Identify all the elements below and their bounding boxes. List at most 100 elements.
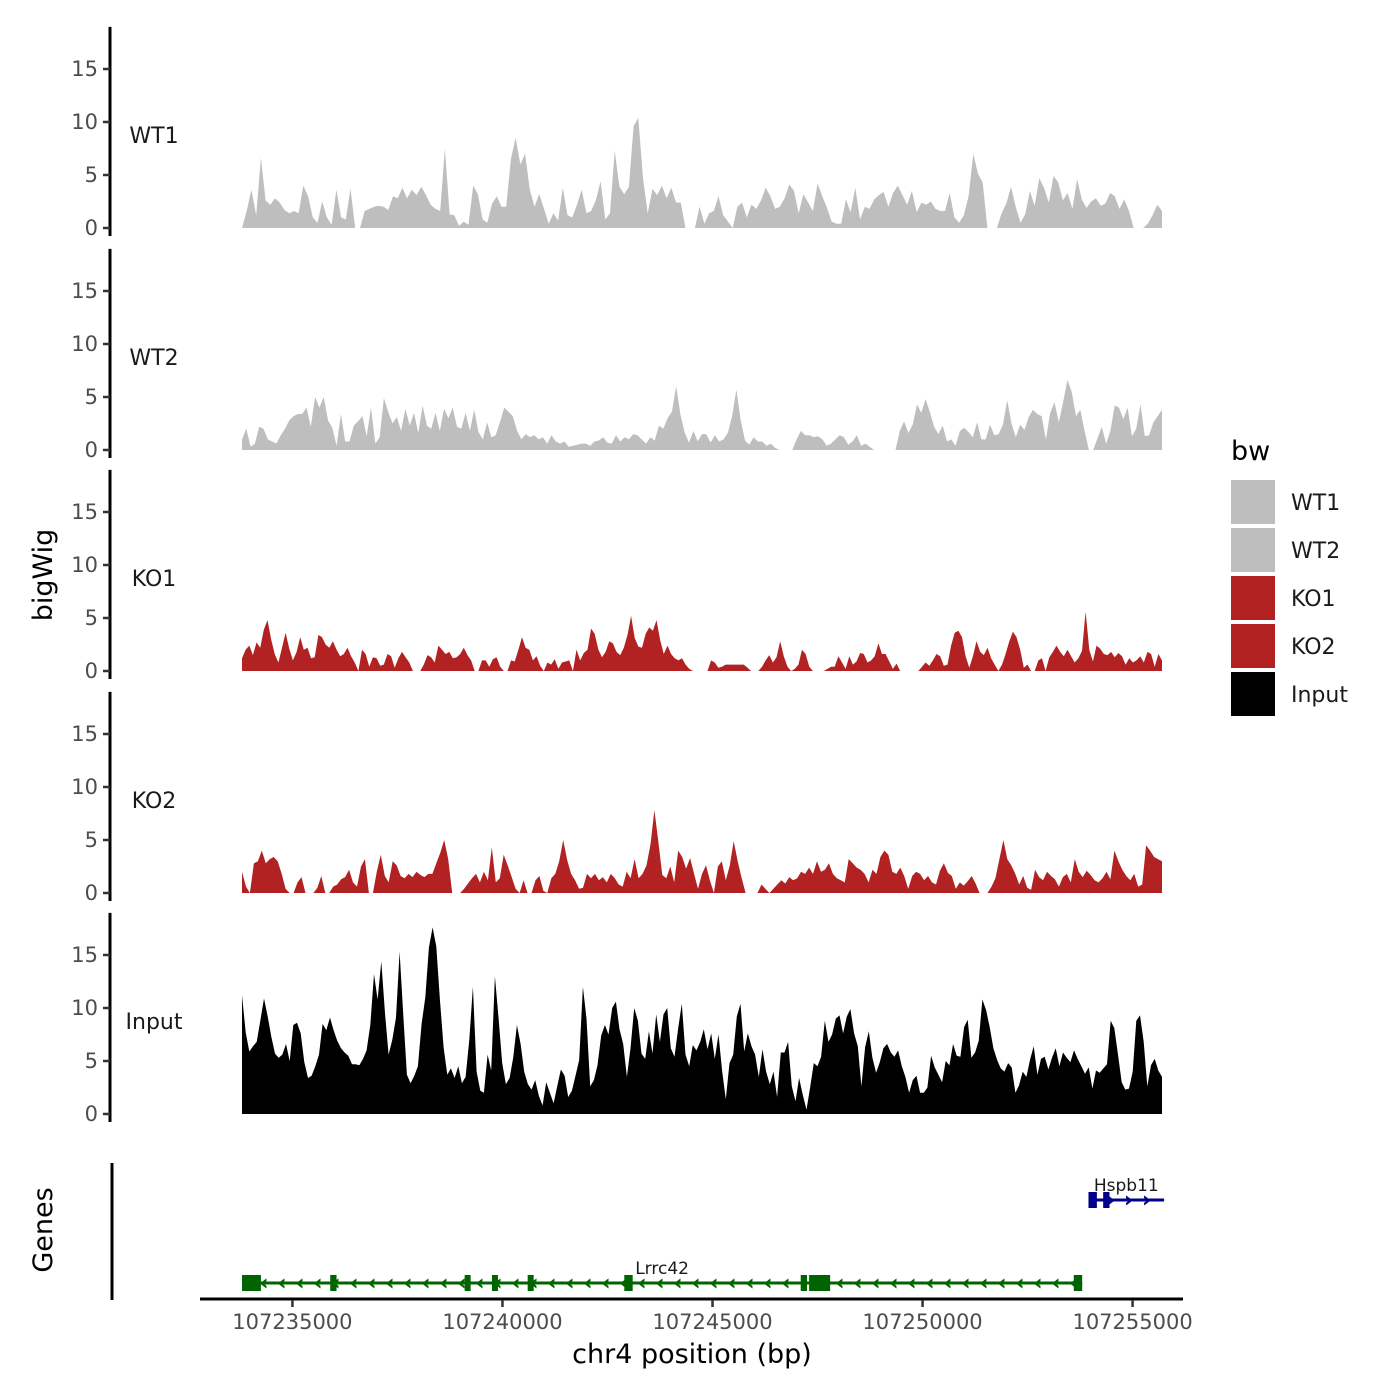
strand-arrow: ‹ <box>655 1271 664 1296</box>
y-tick-label: 5 <box>85 1049 98 1073</box>
exon <box>464 1275 471 1291</box>
track-label: WT1 <box>129 124 178 149</box>
strand-arrow: ‹ <box>889 1271 898 1296</box>
gene-hspb11: › › ›Hspb11 <box>1088 1176 1165 1213</box>
strand-arrow: ‹ <box>979 1271 988 1296</box>
strand-arrow: ‹ <box>763 1271 772 1296</box>
y-tick-label: 0 <box>85 659 98 683</box>
legend-label: KO2 <box>1291 635 1336 660</box>
track-ko2: 0 5 10 15 KO2 <box>71 691 1162 905</box>
strand-arrow: ‹ <box>637 1271 646 1296</box>
legend-item-input: Input <box>1231 672 1348 716</box>
strand-arrow: ‹ <box>295 1271 304 1296</box>
y-tick-label: 10 <box>71 553 98 577</box>
y-tick-label: 5 <box>85 828 98 852</box>
exon <box>1088 1192 1097 1208</box>
legend-swatch <box>1231 528 1275 572</box>
strand-arrow: ‹ <box>529 1271 538 1296</box>
y-tick-label: 15 <box>71 943 98 967</box>
strand-arrow: ‹ <box>259 1271 268 1296</box>
strand-arrow: ‹ <box>457 1271 466 1296</box>
legend-item-wt2: WT2 <box>1231 528 1340 572</box>
legend-label: Input <box>1291 683 1348 708</box>
strand-arrow: ‹ <box>871 1271 880 1296</box>
strand-arrow: ‹ <box>385 1271 394 1296</box>
y-axis-title: bigWig <box>28 529 59 622</box>
signal-area-wt1 <box>242 117 1162 228</box>
strand-arrow: ‹ <box>1033 1271 1042 1296</box>
track-input: 0 5 10 15 Input <box>71 912 1162 1126</box>
y-tick-label: 5 <box>85 385 98 409</box>
strand-arrow: ‹ <box>961 1271 970 1296</box>
x-tick-label: 107240000 <box>442 1310 562 1334</box>
strand-arrow: ‹ <box>907 1271 916 1296</box>
track-label: WT2 <box>129 346 178 371</box>
x-tick-label: 107250000 <box>862 1310 982 1334</box>
y-tick-label: 15 <box>71 279 98 303</box>
strand-arrow: ‹ <box>673 1271 682 1296</box>
signal-area-ko1 <box>242 611 1162 671</box>
strand-arrow: ‹ <box>475 1271 484 1296</box>
strand-arrow: ‹ <box>709 1271 718 1296</box>
legend-swatch <box>1231 624 1275 668</box>
strand-arrow: ‹ <box>511 1271 520 1296</box>
x-axis: 107235000 107240000 107245000 107250000 1072… <box>200 1297 1193 1334</box>
x-tick-label: 107245000 <box>652 1310 772 1334</box>
strand-arrow: ‹ <box>745 1271 754 1296</box>
strand-arrow: ‹ <box>421 1271 430 1296</box>
x-tick-label: 107235000 <box>232 1310 352 1334</box>
legend-item-ko1: KO1 <box>1231 576 1336 620</box>
y-tick-label: 10 <box>71 332 98 356</box>
y-tick-label: 0 <box>85 1102 98 1126</box>
strand-arrow: ‹ <box>349 1271 358 1296</box>
strand-arrow: ‹ <box>943 1271 952 1296</box>
track-label: KO2 <box>132 789 177 814</box>
exon <box>491 1275 498 1291</box>
y-tick-label: 10 <box>71 996 98 1020</box>
genes-axis-title: Genes <box>28 1187 59 1272</box>
exon <box>1103 1192 1110 1208</box>
track-ko1: 0 5 10 15 KO1 <box>71 469 1162 683</box>
strand-arrow: ‹ <box>313 1271 322 1296</box>
strand-arrow: ‹ <box>997 1271 1006 1296</box>
strand-arrow: ‹ <box>925 1271 934 1296</box>
strand-arrow: › <box>1124 1188 1133 1213</box>
genes-panel: ‹ ‹ ‹ ‹ ‹ ‹ ‹ ‹ ‹ ‹ ‹ ‹ ‹ ‹ ‹ ‹ ‹ ‹ ‹ ‹ ‹ ‹ ‹ ‹ ‹ ‹ ‹ ‹ ‹ ‹ ‹ ‹ ‹ ‹ ‹ ‹ ‹ ‹ ‹ ‹… <box>110 1163 1165 1300</box>
signal-area-input <box>242 927 1162 1114</box>
y-tick-label: 10 <box>71 110 98 134</box>
track-label: Input <box>126 1010 183 1035</box>
y-tick-label: 5 <box>85 163 98 187</box>
gene-label: Hspb11 <box>1094 1176 1159 1196</box>
strand-arrow: ‹ <box>601 1271 610 1296</box>
strand-arrow: ‹ <box>439 1271 448 1296</box>
strand-arrow: ‹ <box>727 1271 736 1296</box>
y-tick-label: 15 <box>71 57 98 81</box>
track-label: KO1 <box>132 567 177 592</box>
bigwig-tracks: 0 5 10 15 WT1 0 5 10 15 WT2 0 5 10 15 KO1 0 5 10 15 KO2 0 5 10… <box>71 26 1162 1126</box>
strand-arrow: ‹ <box>547 1271 556 1296</box>
exon <box>809 1275 831 1291</box>
y-tick-label: 0 <box>85 438 98 462</box>
legend: bw WT1 WT2 KO1 KO2 Input <box>1231 436 1348 716</box>
exon <box>527 1275 534 1291</box>
strand-arrow: ‹ <box>277 1271 286 1296</box>
signal-area-ko2 <box>242 810 1162 893</box>
strand-arrow: › <box>1106 1188 1115 1213</box>
strand-arrow: ‹ <box>835 1271 844 1296</box>
exon <box>1073 1275 1083 1291</box>
legend-label: WT2 <box>1291 539 1340 564</box>
strand-arrow: ‹ <box>493 1271 502 1296</box>
legend-item-wt1: WT1 <box>1231 480 1340 524</box>
strand-arrow: ‹ <box>853 1271 862 1296</box>
legend-swatch <box>1231 672 1275 716</box>
exon <box>624 1275 633 1291</box>
x-axis-title: chr4 position (bp) <box>572 1339 812 1370</box>
legend-item-ko2: KO2 <box>1231 624 1336 668</box>
legend-label: WT1 <box>1291 491 1340 516</box>
y-tick-label: 10 <box>71 775 98 799</box>
y-tick-label: 15 <box>71 722 98 746</box>
strand-arrow: ‹ <box>619 1271 628 1296</box>
y-tick-label: 15 <box>71 500 98 524</box>
x-tick-label: 107255000 <box>1072 1310 1192 1334</box>
